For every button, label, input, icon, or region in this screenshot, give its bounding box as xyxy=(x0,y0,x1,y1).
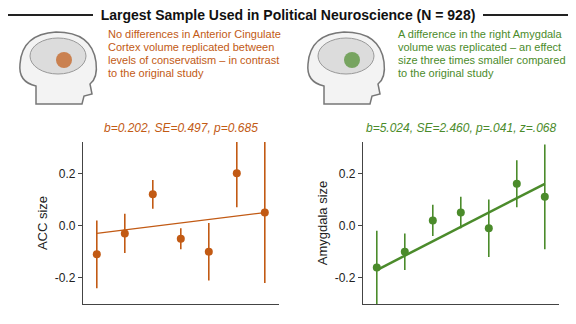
svg-text:0.2: 0.2 xyxy=(339,167,356,181)
svg-text:-0.2: -0.2 xyxy=(55,271,76,285)
svg-text:b=0.202, SE=0.497, p=0.685: b=0.202, SE=0.497, p=0.685 xyxy=(104,121,258,135)
svg-text:0.0: 0.0 xyxy=(339,219,356,233)
svg-text:-0.2: -0.2 xyxy=(335,271,356,285)
html-text:A difference in the right Amyg: A difference in the right Amygdala volum… xyxy=(398,28,566,79)
html-text:Largest Sample Used in Politic: Largest Sample Used in Political Neurosc… xyxy=(100,7,476,23)
svg-text:0.2: 0.2 xyxy=(59,167,76,181)
html-text:No differences in Anterior Cin: No differences in Anterior Cingulate Cor… xyxy=(108,28,281,79)
svg-text:0.0: 0.0 xyxy=(59,219,76,233)
svg-text:Amygdala size: Amygdala size xyxy=(315,181,330,266)
svg-text:ACC size: ACC size xyxy=(35,196,50,250)
svg-text:b=5.024, SE=2.460, p=.041, z=.: b=5.024, SE=2.460, p=.041, z=.068 xyxy=(366,121,556,135)
